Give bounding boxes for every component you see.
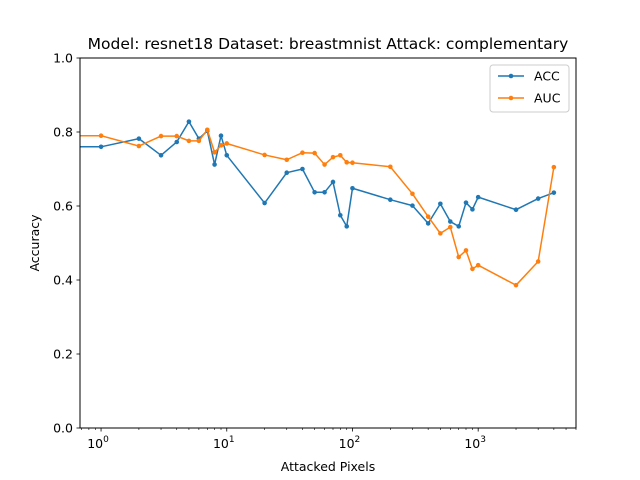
data-point-acc [551,190,557,195]
plot-frame [79,57,577,429]
data-point-auc [196,138,202,144]
legend-marker-auc [508,95,514,101]
data-point-auc [218,143,224,148]
data-point-auc [212,150,217,155]
data-point-auc [438,231,443,236]
legend-label-auc: AUC [534,91,561,106]
data-point-acc [300,166,305,172]
data-point-auc [300,150,305,156]
data-point-acc [136,136,142,141]
data-point-auc [463,248,469,253]
y-tick-label: 0.0 [53,421,73,436]
y-tick-label: 1.0 [53,51,73,66]
x-tick-label: 102 [339,435,361,451]
data-point-acc [158,153,164,158]
data-point-acc [410,203,415,208]
data-point-auc [344,160,350,165]
data-point-acc [262,200,267,206]
data-point-acc [475,194,481,200]
series-line-acc [80,120,555,228]
data-point-acc [174,139,180,145]
data-point-acc [425,221,431,226]
data-point-auc [284,157,290,163]
data-point-auc [551,164,557,170]
data-point-acc [312,190,317,195]
data-point-acc [344,224,350,229]
x-tick-label: 101 [213,435,235,451]
data-point-acc [350,185,355,191]
data-point-auc [475,262,481,268]
data-point-acc [463,200,469,205]
data-point-acc [447,219,453,224]
data-point-acc [388,197,393,203]
data-point-auc [337,153,343,158]
data-point-auc [425,214,431,220]
data-point-acc [98,144,104,150]
data-point-acc [513,207,519,212]
data-point-auc [447,224,453,230]
data-point-acc [322,190,327,195]
data-point-auc [98,133,104,138]
legend: ACC AUC [489,64,570,113]
y-tick-label: 0.6 [53,199,73,214]
data-point-auc [262,152,267,158]
data-point-acc [186,119,192,124]
y-axis-label: Accuracy [27,214,42,272]
data-point-auc [535,259,541,264]
data-point-auc [158,133,164,139]
data-point-auc [410,191,415,197]
data-point-acc [330,179,336,185]
data-point-auc [330,154,336,160]
data-point-acc [218,133,224,138]
y-tick-label: 0.8 [53,125,73,140]
data-point-acc [438,201,443,207]
data-point-acc [535,196,541,201]
y-tick-label: 0.2 [53,347,73,362]
chart-title: Model: resnet18 Dataset: breastmnist Att… [88,35,569,53]
data-point-auc [136,143,142,149]
data-point-acc [284,170,290,175]
y-tick-label: 0.4 [53,273,73,288]
data-point-acc [212,162,217,167]
legend-label-acc: ACC [534,69,560,84]
x-axis-label: Attacked Pixels [281,459,375,474]
data-point-auc [388,164,393,170]
data-point-auc [174,133,180,139]
data-point-acc [224,153,230,158]
data-point-auc [322,162,327,167]
legend-marker-acc [508,73,514,79]
data-point-auc [456,254,462,260]
data-point-auc [204,127,210,133]
data-point-auc [350,160,355,166]
data-point-auc [312,150,317,156]
data-point-auc [224,141,230,146]
data-point-auc [186,138,192,144]
x-tick-label: 103 [464,435,486,451]
data-point-acc [470,207,475,212]
data-point-acc [337,212,343,218]
data-point-auc [513,282,519,288]
data-point-acc [456,224,462,229]
data-point-auc [470,266,475,272]
x-tick-label: 100 [87,435,109,451]
